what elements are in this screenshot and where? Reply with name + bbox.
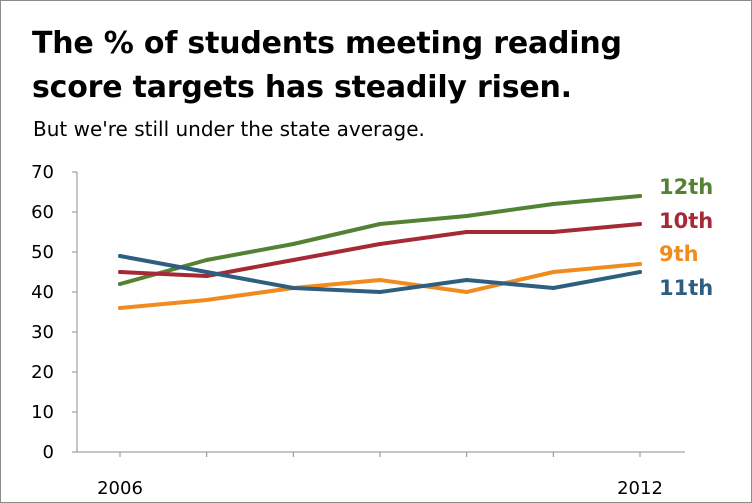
data-point-12th — [464, 214, 469, 218]
x-tick-label: 2012 — [617, 478, 663, 499]
data-point-12th — [638, 194, 642, 198]
series-labels: 12th 10th 9th 11th — [659, 175, 713, 300]
data-point-10th — [291, 258, 296, 262]
y-tick-label: 70 — [31, 162, 54, 183]
series-label-10th: 10th — [659, 209, 713, 233]
data-point-9th — [551, 270, 556, 274]
axes: 0 10 20 30 40 50 60 70 2006 2012 — [31, 162, 685, 499]
data-point-10th — [118, 270, 122, 274]
y-tick-label: 0 — [43, 442, 54, 463]
chart-subtitle: But we're still under the state average. — [33, 117, 425, 141]
series-label-9th: 9th — [659, 242, 699, 266]
data-point-10th — [204, 274, 209, 278]
series-label-11th: 11th — [659, 276, 713, 300]
chart-title-line-1: The % of students meeting reading — [32, 26, 622, 61]
y-tick-label: 40 — [31, 282, 54, 303]
y-tick-label: 30 — [31, 322, 54, 343]
data-point-9th — [638, 262, 642, 266]
data-point-10th — [551, 230, 556, 234]
data-point-9th — [378, 278, 382, 282]
data-point-9th — [118, 306, 122, 310]
data-point-11th — [551, 286, 556, 290]
data-point-11th — [204, 270, 209, 274]
data-point-9th — [204, 298, 209, 302]
y-tick-label: 20 — [31, 362, 54, 383]
data-point-10th — [464, 230, 469, 234]
data-point-9th — [464, 290, 469, 294]
data-point-11th — [291, 286, 296, 290]
series-line-10th — [118, 222, 642, 278]
data-point-10th — [638, 222, 642, 226]
x-tick-label: 2006 — [97, 478, 143, 499]
data-point-11th — [638, 270, 642, 274]
data-point-12th — [118, 282, 122, 286]
y-tick-label: 10 — [31, 402, 54, 423]
data-point-11th — [118, 254, 122, 258]
chart-title-line-2: score targets has steadily risen. — [32, 70, 572, 105]
data-point-12th — [291, 242, 296, 246]
y-tick-label: 60 — [31, 202, 54, 223]
data-point-12th — [551, 202, 556, 206]
data-point-11th — [378, 290, 382, 294]
data-point-12th — [378, 222, 382, 226]
data-point-10th — [378, 242, 382, 246]
series-lines — [118, 194, 642, 310]
data-point-12th — [204, 258, 209, 262]
chart-title: The % of students meeting reading score … — [32, 22, 622, 110]
data-point-11th — [464, 278, 469, 282]
series-label-12th: 12th — [659, 175, 713, 199]
y-tick-label: 50 — [31, 242, 54, 263]
